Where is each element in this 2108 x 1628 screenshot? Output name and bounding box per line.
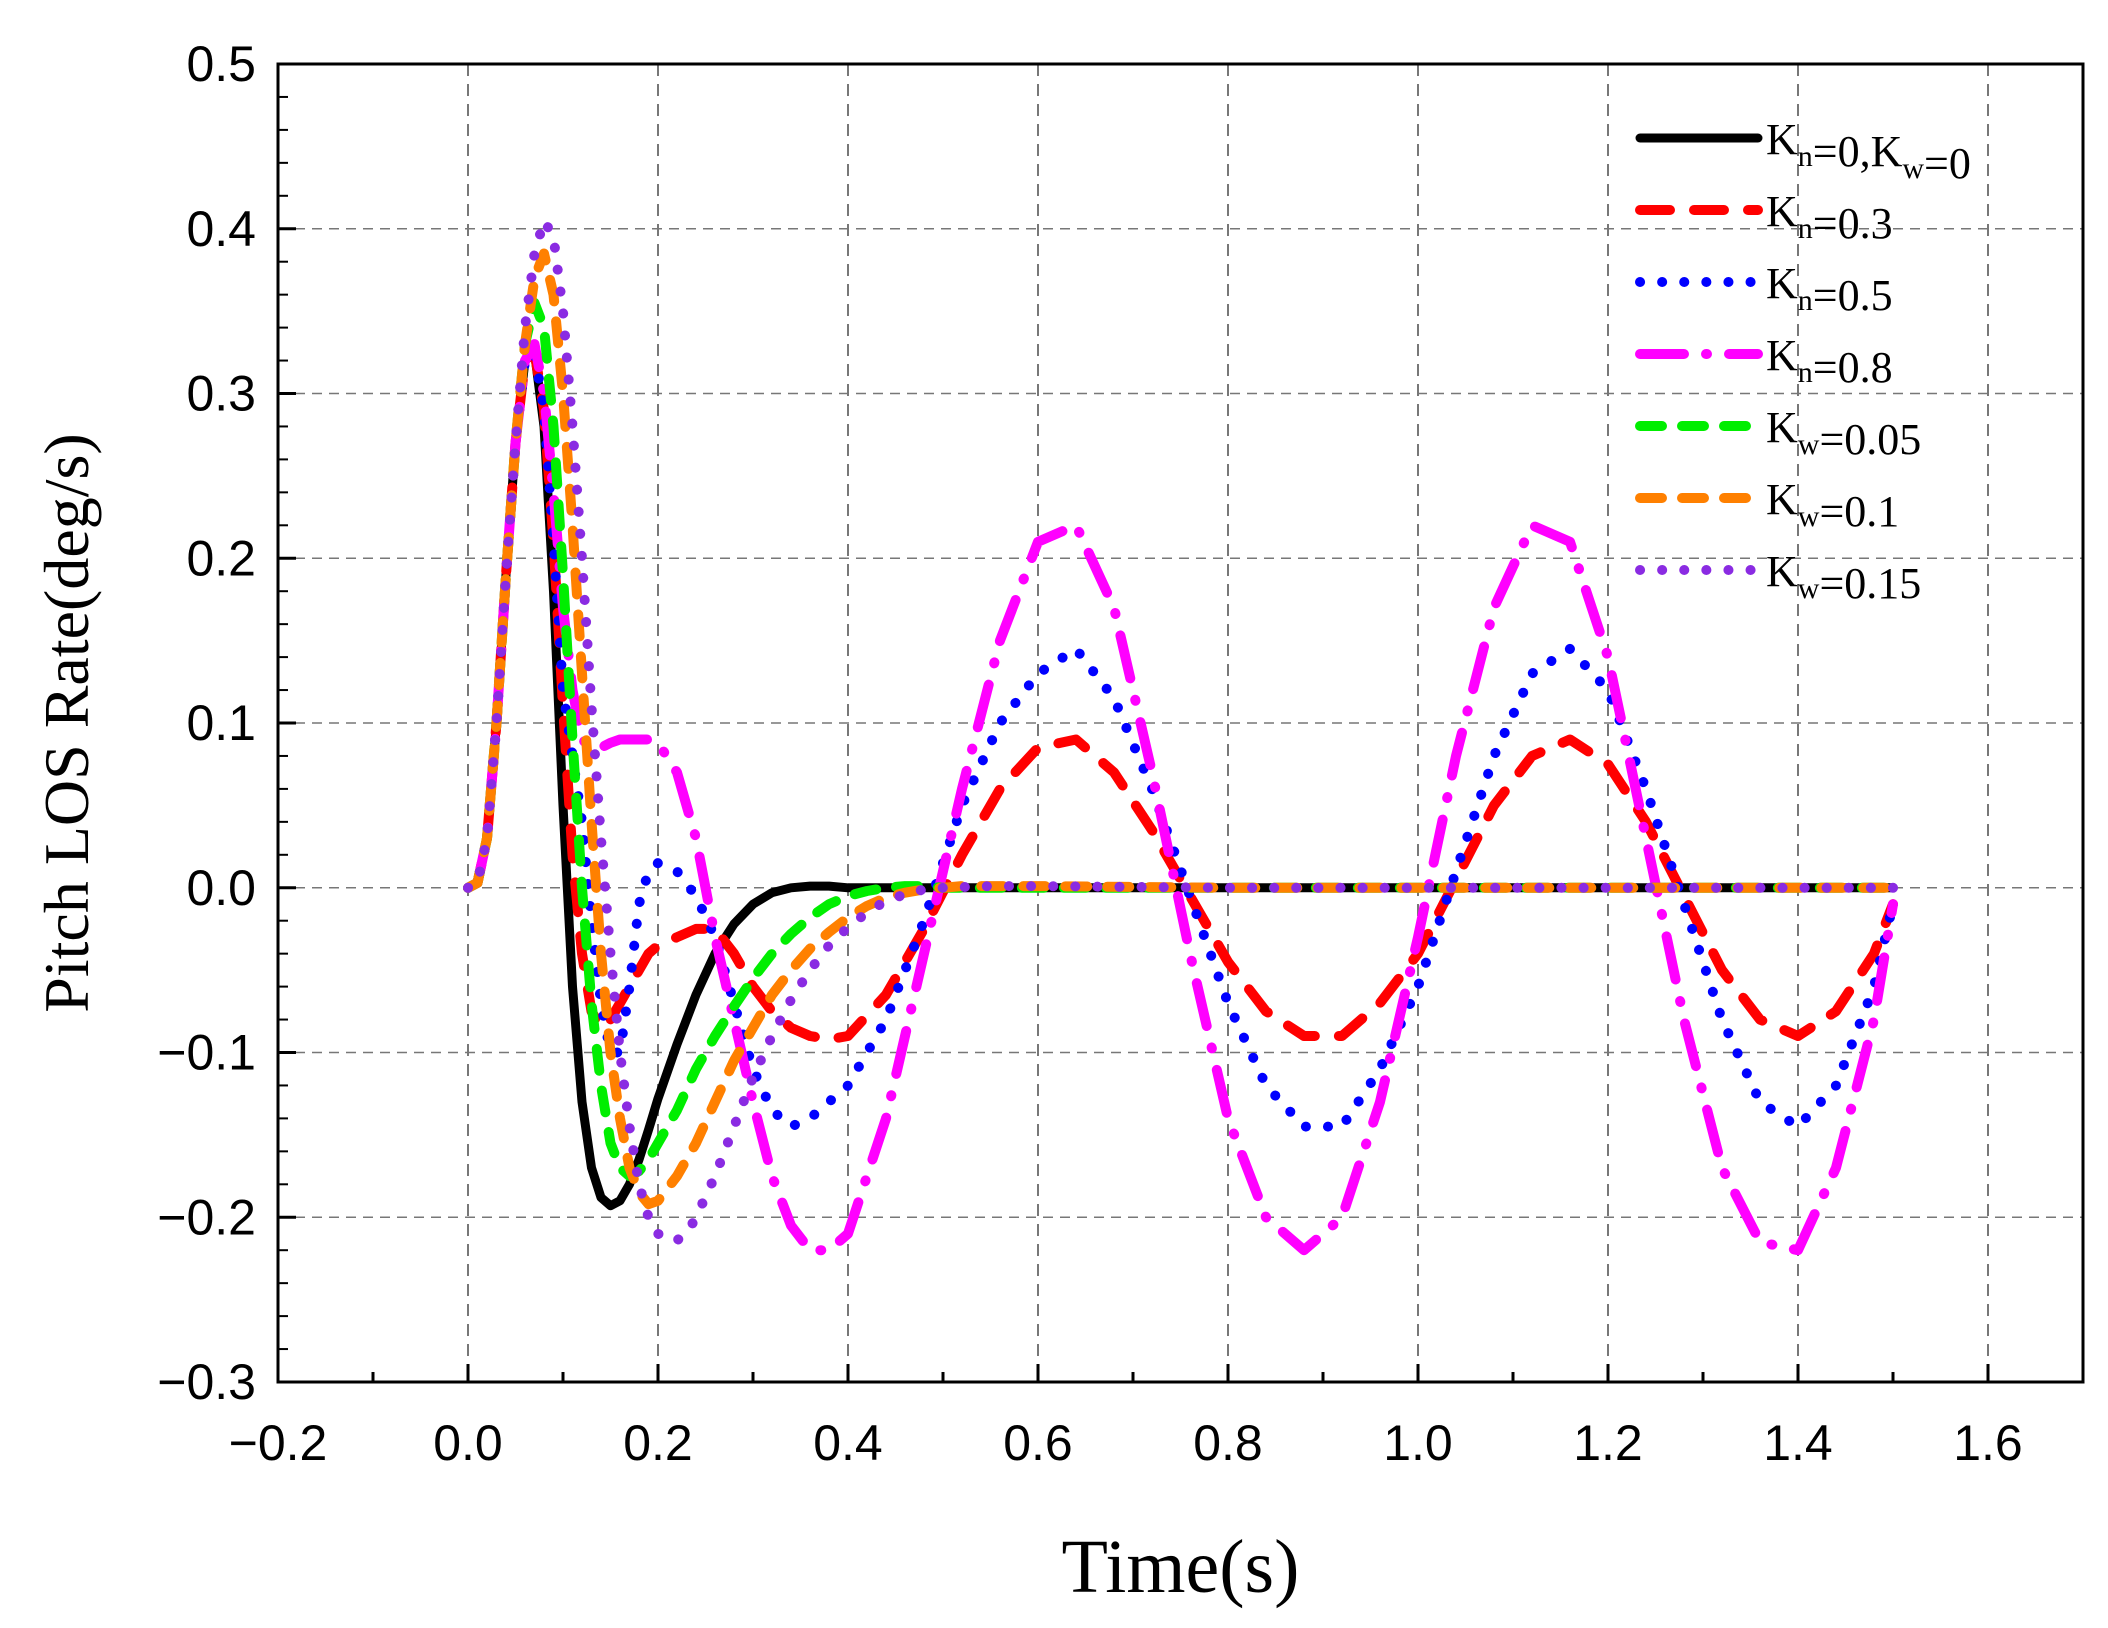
legend: Kn=0,Kw=0Kn=0.3Kn=0.5Kn=0.8Kw=0.05Kw=0.1… [1635, 115, 1971, 608]
legend-subscript: n [1798, 284, 1813, 317]
series-line [463, 215, 1898, 1246]
x-tick-label: −0.2 [229, 1415, 328, 1471]
legend-text: =0.8 [1813, 343, 1893, 392]
legend-subscript: w [1798, 500, 1820, 533]
x-tick-label: 1.2 [1573, 1415, 1643, 1471]
legend-label: Kw=0.15 [1766, 547, 1921, 608]
legend-text: K [1766, 403, 1798, 452]
y-tick-label: 0.4 [186, 201, 256, 257]
x-tick-label: 1.6 [1953, 1415, 2023, 1471]
y-tick-label: −0.1 [157, 1025, 256, 1081]
legend-text: K [1766, 475, 1798, 524]
axis-ticks: −0.2 0.0 0.2 0.4 0.6 0.8 1.0 1.2 1.4 1.6−0.3−0.2−… [157, 36, 2022, 1471]
legend-text: =0.05 [1819, 415, 1921, 464]
x-tick-label: 0.0 [433, 1415, 503, 1471]
y-tick-label: 0.5 [186, 36, 256, 92]
y-tick-label: 0.3 [186, 366, 256, 422]
y-tick-label: 0.0 [186, 860, 256, 916]
legend-text: =0.5 [1813, 271, 1893, 320]
legend-text: K [1766, 331, 1798, 380]
x-axis-label: Time(s) [1062, 1525, 1300, 1609]
legend-text: =0.15 [1819, 559, 1921, 608]
legend-subscript: n [1798, 140, 1813, 173]
legend-text: K [1766, 259, 1798, 308]
x-tick-label: 1.0 [1383, 1415, 1453, 1471]
legend-label: Kn=0,Kw=0 [1766, 115, 1971, 188]
x-tick-label: 0.8 [1193, 1415, 1263, 1471]
y-axis-label: Pitch LOS Rate(deg/s) [31, 433, 102, 1012]
x-tick-label: 0.4 [813, 1415, 883, 1471]
legend-subscript: n [1798, 212, 1813, 245]
series-line [463, 347, 1898, 1045]
y-tick-label: 0.1 [186, 695, 256, 751]
legend-text: =0.1 [1819, 487, 1899, 536]
legend-text: =0.3 [1813, 199, 1893, 248]
legend-text: =0 [1924, 139, 1971, 188]
legend-text: =0,K [1813, 127, 1903, 176]
y-tick-label: 0.2 [186, 530, 256, 586]
y-tick-label: −0.3 [157, 1354, 256, 1410]
x-tick-label: 0.2 [623, 1415, 693, 1471]
legend-label: Kn=0.8 [1766, 331, 1893, 392]
legend-text: K [1766, 547, 1798, 596]
legend-text: K [1766, 115, 1798, 164]
plot-series [463, 215, 1898, 1256]
x-tick-label: 0.6 [1003, 1415, 1073, 1471]
legend-label: Kw=0.05 [1766, 403, 1921, 464]
legend-subscript: w [1902, 152, 1924, 185]
y-tick-label: −0.2 [157, 1189, 256, 1245]
legend-subscript: n [1798, 356, 1813, 389]
legend-label: Kn=0.3 [1766, 187, 1893, 248]
series-line [463, 347, 1898, 1132]
legend-subscript: w [1798, 428, 1820, 461]
legend-label: Kw=0.1 [1766, 475, 1899, 536]
legend-label: Kn=0.5 [1766, 259, 1893, 320]
legend-subscript: w [1798, 572, 1820, 605]
legend-text: K [1766, 187, 1798, 236]
x-tick-label: 1.4 [1763, 1415, 1833, 1471]
